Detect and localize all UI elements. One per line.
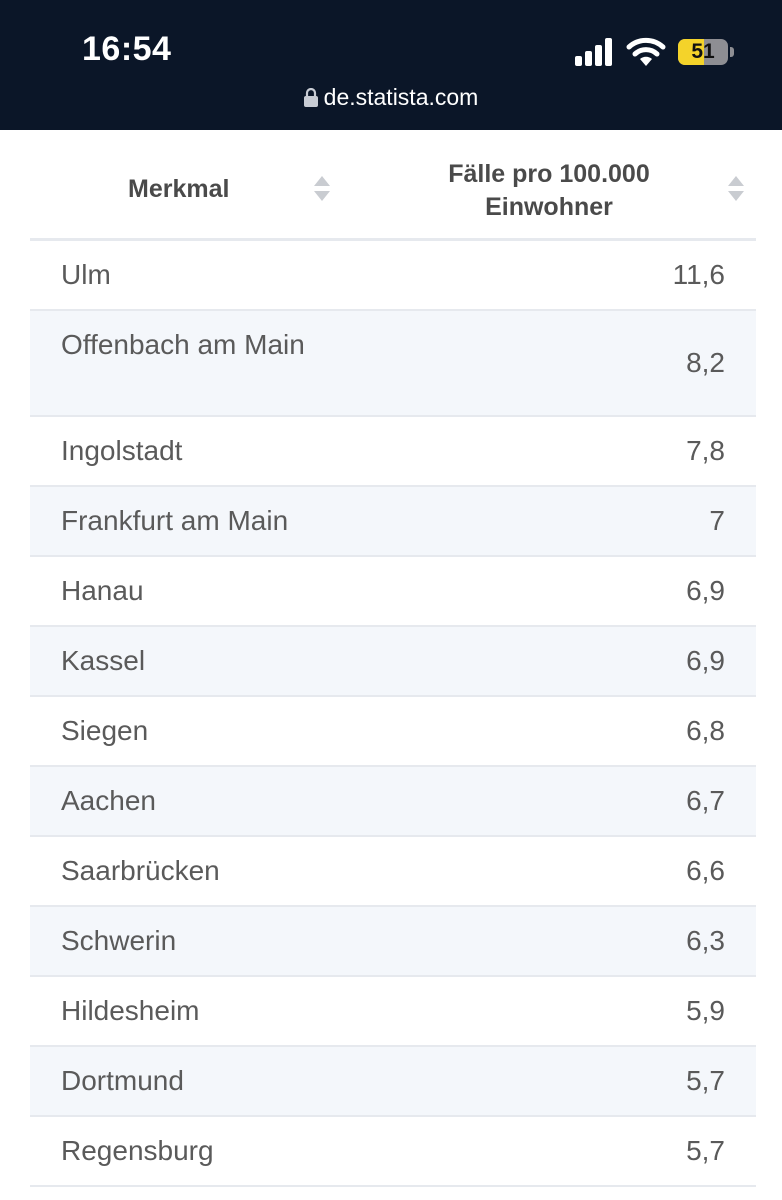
- cell-value: 5,9: [686, 995, 725, 1026]
- cell-value: 6,9: [686, 645, 725, 676]
- cell-city: Hanau: [61, 575, 144, 606]
- table-row: Schwerin 6,3: [30, 907, 756, 977]
- column-header-label: Merkmal: [128, 175, 230, 203]
- column-header-label: Fälle pro 100.000 Einwohner: [448, 160, 650, 221]
- cell-city: Frankfurt am Main: [61, 505, 289, 536]
- cellular-signal-icon: [575, 38, 612, 66]
- cell-city: Siegen: [61, 715, 149, 746]
- cell-city: Dortmund: [61, 1065, 184, 1096]
- lock-icon: [303, 88, 318, 107]
- cell-value: 6,8: [686, 715, 725, 746]
- url-text: de.statista.com: [323, 84, 479, 110]
- table-row: Ingolstadt 7,8: [30, 417, 756, 487]
- cell-value: 6,6: [686, 855, 725, 886]
- cell-value: 7: [709, 505, 725, 536]
- cell-city: Ingolstadt: [61, 435, 183, 466]
- table-header: Merkmal Fälle pro 100.000 Einwohner: [30, 130, 756, 241]
- cell-value: 11,6: [672, 259, 725, 290]
- battery-icon: 51: [678, 39, 728, 65]
- data-table: Merkmal Fälle pro 100.000 Einwohner Ulm …: [30, 130, 756, 1187]
- cell-city: Aachen: [61, 785, 156, 816]
- cell-city: Regensburg: [61, 1135, 214, 1166]
- battery-level-fill: [678, 39, 704, 65]
- status-bar: 16:54 51 de.statista.com: [0, 0, 782, 130]
- table-row: Hildesheim 5,9: [30, 977, 756, 1047]
- cell-value: 5,7: [686, 1065, 725, 1096]
- table-row: Regensburg 5,7: [30, 1117, 756, 1187]
- table-row: Kassel 6,9: [30, 627, 756, 697]
- column-header-merkmal[interactable]: Merkmal: [30, 130, 340, 238]
- cell-city: Kassel: [61, 645, 146, 676]
- table-row: Frankfurt am Main 7: [30, 487, 756, 557]
- cell-city: Offenbach am Main: [61, 329, 305, 360]
- clock-time: 16:54: [82, 30, 172, 68]
- sort-arrows-icon[interactable]: [314, 176, 330, 204]
- table-row: Dortmund 5,7: [30, 1047, 756, 1117]
- table-row: Aachen 6,7: [30, 767, 756, 837]
- cell-city: Saarbrücken: [61, 855, 220, 886]
- address-bar[interactable]: de.statista.com: [0, 84, 782, 111]
- wifi-icon: [626, 37, 666, 66]
- table-row: Offenbach am Main 8,2: [30, 311, 756, 417]
- table-row: Siegen 6,8: [30, 697, 756, 767]
- cell-value: 5,7: [686, 1135, 725, 1166]
- table-row: Saarbrücken 6,6: [30, 837, 756, 907]
- cell-city: Schwerin: [61, 925, 177, 956]
- table-row: Hanau 6,9: [30, 557, 756, 627]
- sort-arrows-icon[interactable]: [728, 176, 744, 204]
- cell-value: 6,3: [686, 925, 725, 956]
- column-header-faelle[interactable]: Fälle pro 100.000 Einwohner: [370, 130, 756, 238]
- cell-value: 8,2: [686, 347, 725, 378]
- battery-percentage: 51: [691, 40, 715, 63]
- table-row: Ulm 11,6: [30, 241, 756, 311]
- cell-city: Ulm: [61, 259, 111, 290]
- cell-value: 7,8: [686, 435, 725, 466]
- cell-city: Hildesheim: [61, 995, 200, 1026]
- cell-value: 6,9: [686, 575, 725, 606]
- cell-value: 6,7: [686, 785, 725, 816]
- battery-cap: [730, 47, 734, 57]
